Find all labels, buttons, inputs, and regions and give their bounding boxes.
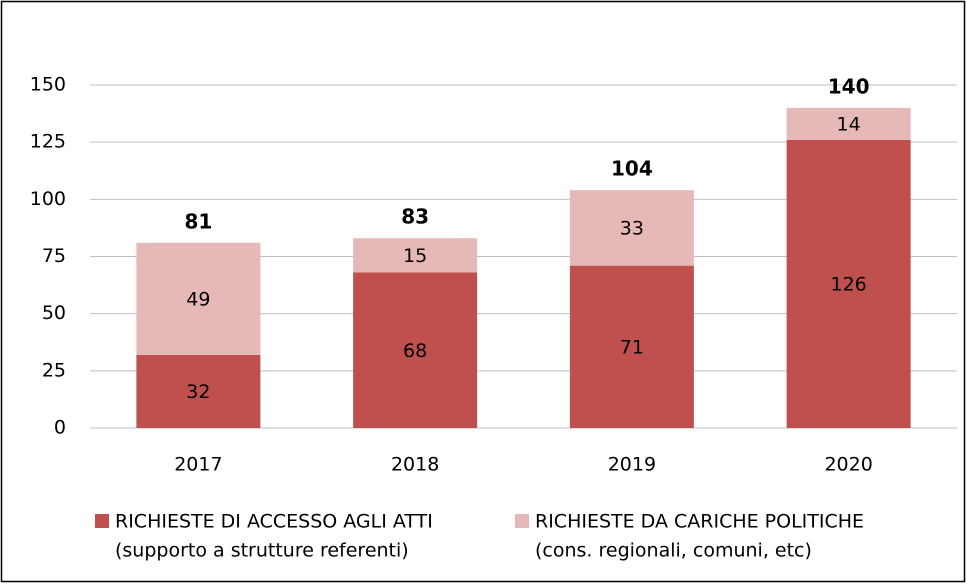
- data-label: 33: [620, 217, 644, 239]
- legend-detail: (cons. regionali, comuni, etc): [535, 540, 812, 562]
- data-label: 32: [186, 381, 210, 403]
- x-tick-label: 2020: [824, 454, 872, 476]
- bar-segment: [569, 190, 694, 266]
- total-label: 83: [401, 205, 429, 229]
- bar-segment: [353, 238, 478, 273]
- legend-label: RICHIESTE DI ACCESSO AGLI ATTI: [115, 511, 433, 533]
- total-label: 104: [611, 157, 653, 181]
- bar-segment: [136, 354, 261, 428]
- total-label: 81: [184, 209, 212, 233]
- y-tick-label: 25: [42, 359, 66, 381]
- data-label: 14: [837, 113, 861, 135]
- total-label: 140: [828, 74, 870, 98]
- legend-label: RICHIESTE DA CARICHE POLITICHE: [535, 511, 864, 533]
- bar-segment: [569, 265, 694, 428]
- x-tick-label: 2017: [174, 454, 222, 476]
- y-tick-label: 0: [54, 417, 66, 439]
- bar-segment: [786, 107, 911, 140]
- bar-segment: [786, 139, 911, 428]
- data-label: 15: [403, 245, 427, 267]
- y-tick-label: 150: [30, 74, 66, 96]
- y-tick-label: 75: [42, 245, 66, 267]
- y-tick-label: 100: [30, 188, 66, 210]
- data-label: 68: [403, 340, 427, 362]
- y-tick-label: 125: [30, 131, 66, 153]
- data-label: 126: [830, 273, 866, 295]
- legend-detail: (supporto a strutture referenti): [115, 540, 409, 562]
- bar-segment: [353, 272, 478, 428]
- x-tick-label: 2018: [391, 454, 439, 476]
- y-tick-label: 50: [42, 302, 66, 324]
- data-label: 49: [186, 288, 210, 310]
- legend-swatch: [95, 514, 109, 528]
- data-label: 71: [620, 336, 644, 358]
- bar-segment: [136, 242, 261, 355]
- legend-swatch: [515, 514, 529, 528]
- x-tick-label: 2019: [608, 454, 656, 476]
